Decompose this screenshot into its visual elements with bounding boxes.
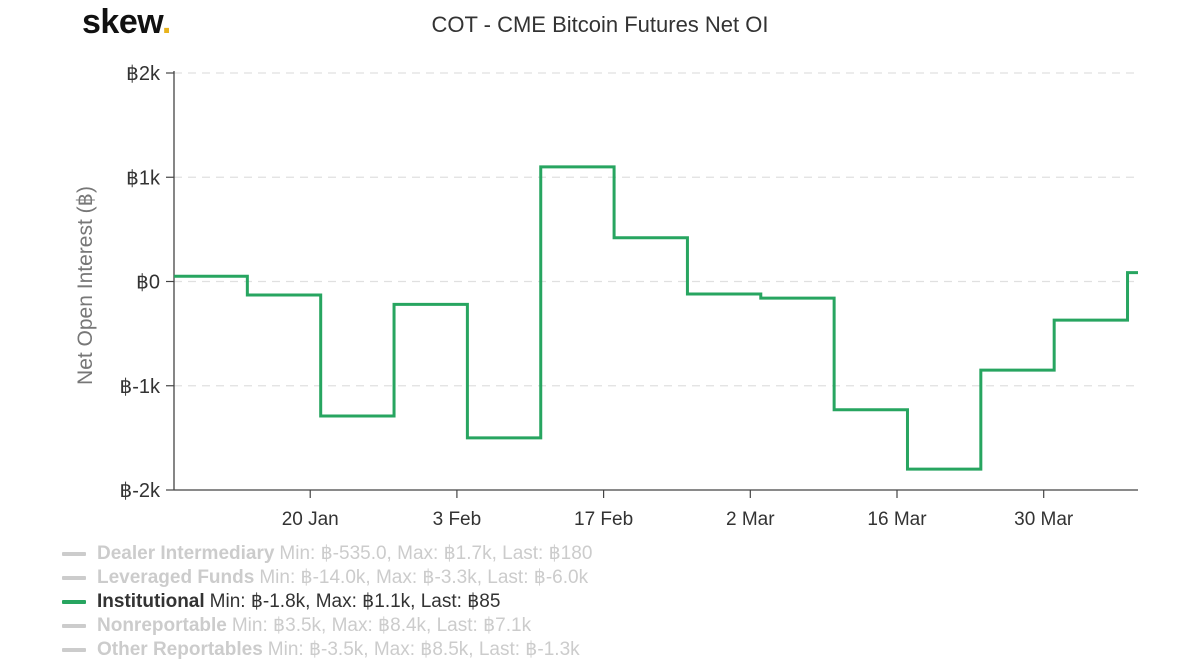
- x-axis-ticks: 20 Jan 3 Feb 17 Feb 2 Mar 16 Mar 30 Mar: [282, 490, 1074, 530]
- chart-legend: Dealer Intermediary Min: ฿-535.0, Max: ฿1…: [62, 542, 592, 662]
- legend-series-name: Dealer Intermediary: [97, 543, 275, 564]
- x-tick-label: 20 Jan: [282, 509, 339, 530]
- legend-swatch: [62, 600, 86, 604]
- x-tick-label: 3 Feb: [433, 509, 482, 530]
- y-tick-label: ฿2k: [126, 63, 161, 85]
- series-line-institutional: [174, 165, 1138, 471]
- logo-text: skew: [82, 3, 162, 41]
- y-tick-label: ฿-2k: [119, 480, 161, 502]
- x-tick-label: 16 Mar: [867, 509, 927, 530]
- y-tick-label: ฿0: [136, 272, 160, 294]
- x-tick-label: 2 Mar: [726, 509, 775, 530]
- legend-item-leveraged-funds[interactable]: Leveraged Funds Min: ฿-14.0k, Max: ฿-3.3k…: [62, 566, 592, 590]
- legend-series-stats: Min: ฿3.5k, Max: ฿8.4k, Last: ฿7.1k: [231, 615, 532, 636]
- axes: [173, 71, 1138, 491]
- logo-dot: .: [161, 3, 171, 41]
- chart-title: COT - CME Bitcoin Futures Net OI: [431, 12, 769, 37]
- grid-lines: [174, 72, 1138, 387]
- legend-series-stats: Min: ฿-3.5k, Max: ฿8.5k, Last: ฿-1.3k: [267, 639, 580, 660]
- legend-item-nonreportable[interactable]: Nonreportable Min: ฿3.5k, Max: ฿8.4k, Las…: [62, 614, 592, 638]
- legend-swatch: [62, 576, 86, 580]
- legend-series-stats: Min: ฿-535.0, Max: ฿1.7k, Last: ฿180: [279, 543, 593, 564]
- x-tick-label: 30 Mar: [1014, 509, 1074, 530]
- legend-series-stats: Min: ฿-1.8k, Max: ฿1.1k, Last: ฿85: [209, 591, 501, 612]
- legend-item-institutional[interactable]: Institutional Min: ฿-1.8k, Max: ฿1.1k, La…: [62, 590, 592, 614]
- chart-canvas: ฿2k ฿1k ฿0 ฿-1k ฿-2k 20 Jan 3 Feb 17 Feb 2 Mar 1…: [74, 63, 1138, 530]
- y-axis-label: Net Open Interest (฿): [74, 186, 97, 385]
- y-tick-label: ฿-1k: [119, 376, 161, 398]
- legend-swatch: [62, 624, 86, 628]
- legend-swatch: [62, 552, 86, 556]
- series-group: [174, 165, 1138, 471]
- legend-item-dealer-intermediary[interactable]: Dealer Intermediary Min: ฿-535.0, Max: ฿1…: [62, 542, 592, 566]
- legend-series-name: Leveraged Funds: [97, 567, 255, 588]
- legend-swatch: [62, 648, 86, 652]
- legend-series-stats: Min: ฿-14.0k, Max: ฿-3.3k, Last: ฿-6.0k: [259, 567, 589, 588]
- legend-series-name: Institutional: [97, 591, 205, 612]
- legend-series-name: Nonreportable: [97, 615, 227, 636]
- legend-series-name: Other Reportables: [97, 639, 263, 660]
- y-tick-label: ฿1k: [126, 167, 161, 189]
- legend-item-other-reportables[interactable]: Other Reportables Min: ฿-3.5k, Max: ฿8.5k…: [62, 638, 592, 662]
- skew-logo: skew.: [82, 0, 171, 44]
- x-tick-label: 17 Feb: [574, 509, 633, 530]
- y-axis-ticks: ฿2k ฿1k ฿0 ฿-1k ฿-2k: [119, 63, 174, 502]
